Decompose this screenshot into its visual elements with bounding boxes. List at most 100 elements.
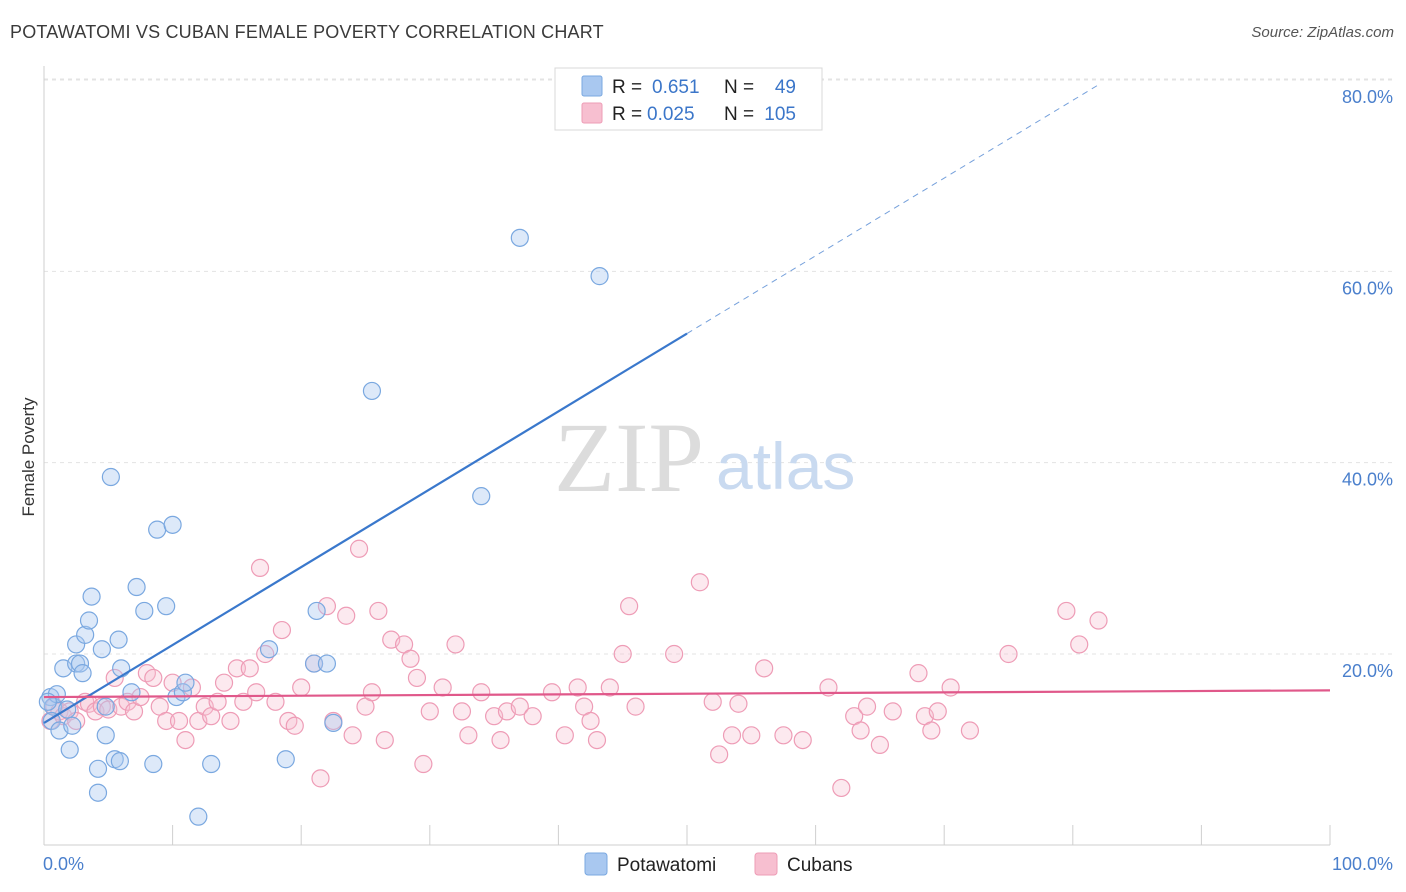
potawatomi-point <box>67 654 86 673</box>
potawatomi-point <box>110 752 129 771</box>
cubans-point <box>587 730 607 750</box>
potawatomi-point <box>79 611 99 630</box>
potawatomi-point <box>60 740 79 759</box>
cubans-point <box>208 692 227 711</box>
watermark-zip: ZIP <box>554 402 704 513</box>
cubans-point <box>774 726 793 745</box>
cubans-point <box>793 730 812 750</box>
cubans-point <box>221 711 240 731</box>
cubans-point <box>401 649 420 668</box>
cubans-point <box>272 620 292 640</box>
cubans-point <box>922 721 941 740</box>
cubans-point <box>581 711 600 731</box>
watermark: ZIP atlas <box>554 402 855 513</box>
stats-legend: R = 0.651 N = 49 R = 0.025 N = 105 <box>554 67 823 131</box>
cubans-point <box>1089 611 1108 630</box>
potawatomi-trend-extension <box>686 84 1099 334</box>
potawatomi-point <box>510 228 529 247</box>
potawatomi-point <box>109 630 128 649</box>
cubans-point <box>472 683 491 702</box>
potawatomi-point <box>307 601 326 621</box>
potawatomi-trend-line <box>43 332 688 724</box>
cubans-point <box>870 735 890 754</box>
cubans-point <box>613 644 632 664</box>
cubans-point <box>626 697 645 716</box>
cubans-point <box>247 683 266 702</box>
potawatomi-point <box>259 640 279 659</box>
cubans-point <box>369 601 388 621</box>
potawatomi-point <box>88 759 108 778</box>
potawatomi-point <box>88 783 108 802</box>
cubans-r-value: 0.025 <box>647 104 695 125</box>
y-tick-label: 40.0% <box>1342 470 1393 490</box>
cubans-point <box>250 558 270 578</box>
cubans-point <box>375 730 394 750</box>
cubans-point <box>214 673 234 692</box>
cubans-point <box>407 668 427 688</box>
cubans-point <box>414 754 433 774</box>
chart-title: POTAWATOMI VS CUBAN FEMALE POVERTY CORRE… <box>10 22 604 42</box>
potawatomi-point <box>163 515 182 534</box>
potawatomi-point <box>127 577 146 597</box>
legend-cubans-label: Cubans <box>787 855 853 876</box>
cubans-point <box>240 659 259 678</box>
potawatomi-point <box>144 754 163 774</box>
potawatomi-point <box>148 520 167 539</box>
cubans-point <box>665 644 684 664</box>
cubans-point <box>510 697 529 716</box>
cubans-point <box>620 597 639 616</box>
potawatomi-point <box>176 673 195 692</box>
y-tick-label: 20.0% <box>1342 661 1393 681</box>
cubans-point <box>292 678 311 697</box>
cubans-point <box>909 664 928 683</box>
potawatomi-point <box>63 716 82 735</box>
cubans-point <box>999 644 1018 664</box>
cubans-point <box>832 778 851 798</box>
cubans-point <box>343 726 362 745</box>
cubans-point <box>1070 635 1089 654</box>
cubans-point <box>234 692 253 711</box>
series-legend: Potawatomi Cubans <box>584 852 853 876</box>
potawatomi-point <box>122 683 141 702</box>
cubans-n-label: N = <box>724 104 754 125</box>
cubans-point <box>600 678 619 697</box>
potawatomi-point <box>590 267 609 286</box>
cubans-point <box>851 721 870 740</box>
cubans-point <box>857 697 877 716</box>
potawatomi-point <box>472 487 491 506</box>
cubans-point <box>722 726 742 745</box>
cubans-point <box>568 678 587 697</box>
x-tick-label-left: 0.0% <box>43 854 84 874</box>
cubans-point <box>928 702 947 721</box>
cubans-point <box>542 683 562 702</box>
cubans-swatch <box>581 102 603 124</box>
cubans-point <box>491 730 510 750</box>
cubans-point <box>362 683 382 702</box>
potawatomi-point <box>135 601 154 621</box>
gridlines <box>44 78 1393 655</box>
cubans-point <box>446 635 465 654</box>
cubans-point <box>452 702 472 721</box>
potawatomi-point <box>189 807 208 826</box>
cubans-points <box>41 539 1108 798</box>
cubans-point <box>819 678 838 697</box>
legend-cubans-swatch <box>754 852 778 876</box>
potawatomi-point <box>38 692 57 711</box>
cubans-point <box>459 726 478 745</box>
potawatomi-point <box>202 754 221 774</box>
potawatomi-point <box>96 726 115 745</box>
cubans-point <box>755 659 774 678</box>
cubans-point <box>729 694 748 713</box>
potawatomi-point <box>304 654 324 673</box>
cubans-trend-line <box>43 689 1331 699</box>
cubans-point <box>157 711 176 731</box>
potawatomi-n-value: 49 <box>775 77 796 98</box>
cubans-point <box>266 692 285 711</box>
y-axis-label: Female Poverty <box>19 397 38 517</box>
cubans-point <box>433 678 452 697</box>
potawatomi-point <box>73 664 92 683</box>
source-note: Source: ZipAtlas.com <box>1251 24 1394 41</box>
cubans-point <box>555 726 574 745</box>
source-link[interactable]: ZipAtlas.com <box>1307 24 1394 41</box>
